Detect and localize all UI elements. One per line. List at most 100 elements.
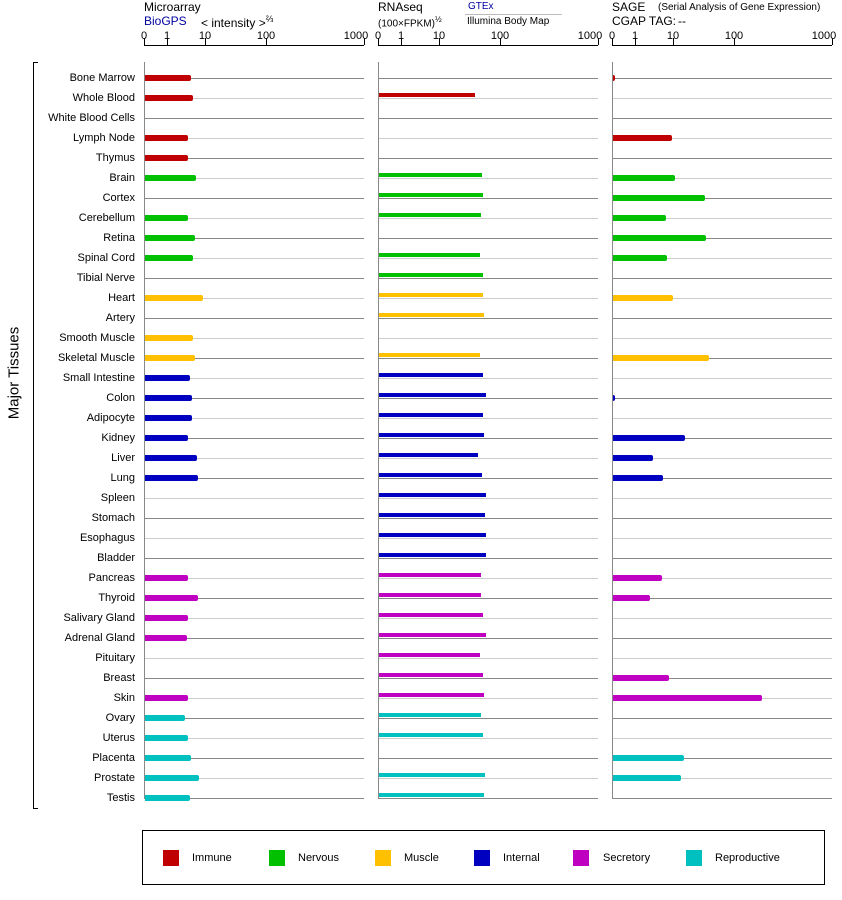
tissue-label: Skin <box>113 692 135 704</box>
rnaseq-bar[interactable] <box>379 653 480 657</box>
microarray-bar[interactable] <box>145 575 189 581</box>
sage-bar[interactable] <box>613 775 681 781</box>
biogps-link[interactable]: BioGPS <box>144 14 187 28</box>
microarray-bar[interactable] <box>145 735 189 741</box>
microarray-row-line <box>145 578 364 579</box>
sage-bar[interactable] <box>613 475 663 481</box>
rnaseq-bar[interactable] <box>379 213 481 217</box>
microarray-bar[interactable] <box>145 475 199 481</box>
rnaseq-bar[interactable] <box>379 613 484 617</box>
sage-row-line <box>613 678 832 679</box>
rnaseq-bar[interactable] <box>379 433 485 437</box>
sage-bar[interactable] <box>613 695 763 701</box>
microarray-bar[interactable] <box>145 715 185 721</box>
microarray-bar[interactable] <box>145 795 191 801</box>
sage-row-line <box>613 118 832 119</box>
microarray-bar[interactable] <box>145 635 188 641</box>
rnaseq-tick-label: 0 <box>374 30 382 42</box>
sage-bar[interactable] <box>613 455 653 461</box>
sage-bar[interactable] <box>613 295 673 301</box>
sage-bar[interactable] <box>613 435 685 441</box>
microarray-bar[interactable] <box>145 335 193 341</box>
microarray-bar[interactable] <box>145 455 197 461</box>
rnaseq-bar[interactable] <box>379 733 484 737</box>
rnaseq-bar[interactable] <box>379 713 481 717</box>
rnaseq-bar[interactable] <box>379 793 485 797</box>
sage-bar[interactable] <box>613 215 667 221</box>
microarray-bar[interactable] <box>145 295 203 301</box>
microarray-bar[interactable] <box>145 255 193 261</box>
microarray-bar[interactable] <box>145 155 189 161</box>
microarray-bar[interactable] <box>145 615 189 621</box>
sage-bar[interactable] <box>613 595 650 601</box>
microarray-bar[interactable] <box>145 595 199 601</box>
sage-row-line <box>613 418 832 419</box>
rnaseq-row-line <box>379 138 598 139</box>
microarray-bar[interactable] <box>145 95 193 101</box>
microarray-bar[interactable] <box>145 135 189 141</box>
sage-bar[interactable] <box>613 355 710 361</box>
rnaseq-row-line <box>379 618 598 619</box>
rnaseq-bar[interactable] <box>379 353 480 357</box>
rnaseq-bar[interactable] <box>379 633 487 637</box>
microarray-bar[interactable] <box>145 215 189 221</box>
microarray-bar[interactable] <box>145 175 197 181</box>
microarray-bar[interactable] <box>145 375 191 381</box>
sage-bar[interactable] <box>613 255 667 261</box>
sage-row-line <box>613 578 832 579</box>
rnaseq-bar[interactable] <box>379 533 487 537</box>
rnaseq-bar[interactable] <box>379 513 486 517</box>
tissue-label: Pituitary <box>95 652 135 664</box>
sage-bar[interactable] <box>613 755 685 761</box>
sage-row-line <box>613 178 832 179</box>
microarray-tick-label: 1 <box>163 30 171 42</box>
tissue-label: Artery <box>105 312 135 324</box>
rnaseq-bar[interactable] <box>379 173 483 177</box>
microarray-bar[interactable] <box>145 355 195 361</box>
microarray-bar[interactable] <box>145 695 189 701</box>
microarray-bar[interactable] <box>145 395 193 401</box>
sage-bar[interactable] <box>613 675 670 681</box>
sage-row-line <box>613 398 832 399</box>
rnaseq-bar[interactable] <box>379 273 484 277</box>
sage-bar[interactable] <box>613 395 616 401</box>
rnaseq-bar[interactable] <box>379 673 484 677</box>
microarray-bar[interactable] <box>145 75 191 81</box>
rnaseq-bar[interactable] <box>379 453 479 457</box>
tissue-label: Esophagus <box>79 532 135 544</box>
sage-bar[interactable] <box>613 75 616 81</box>
microarray-row-line <box>145 498 364 499</box>
rnaseq-bar[interactable] <box>379 593 481 597</box>
sage-bar[interactable] <box>613 135 673 141</box>
sage-row-line <box>613 798 832 799</box>
gtex-link[interactable]: GTEx <box>468 1 494 12</box>
rnaseq-bar[interactable] <box>379 393 487 397</box>
rnaseq-bar[interactable] <box>379 253 480 257</box>
microarray-bar[interactable] <box>145 235 195 241</box>
rnaseq-bar[interactable] <box>379 473 483 477</box>
rnaseq-bar[interactable] <box>379 373 484 377</box>
rnaseq-bar[interactable] <box>379 293 484 297</box>
rnaseq-bar[interactable] <box>379 493 487 497</box>
microarray-bar[interactable] <box>145 435 189 441</box>
microarray-bar[interactable] <box>145 775 199 781</box>
sage-bar[interactable] <box>613 175 676 181</box>
sage-bar[interactable] <box>613 575 662 581</box>
microarray-scale-tick <box>205 38 206 45</box>
rnaseq-bar[interactable] <box>379 773 486 777</box>
rnaseq-bar[interactable] <box>379 553 487 557</box>
legend-swatch-secretory <box>573 850 589 866</box>
rnaseq-bar[interactable] <box>379 693 485 697</box>
rnaseq-bar[interactable] <box>379 413 484 417</box>
rnaseq-unit: (100×FPKM)½ <box>378 15 442 29</box>
sage-bar[interactable] <box>613 195 705 201</box>
rnaseq-row-line <box>379 438 598 439</box>
rnaseq-bar[interactable] <box>379 573 481 577</box>
rnaseq-bar[interactable] <box>379 313 485 317</box>
rnaseq-scale-tick <box>401 38 402 45</box>
sage-bar[interactable] <box>613 235 707 241</box>
rnaseq-bar[interactable] <box>379 93 475 97</box>
microarray-bar[interactable] <box>145 415 193 421</box>
microarray-bar[interactable] <box>145 755 191 761</box>
rnaseq-bar[interactable] <box>379 193 484 197</box>
